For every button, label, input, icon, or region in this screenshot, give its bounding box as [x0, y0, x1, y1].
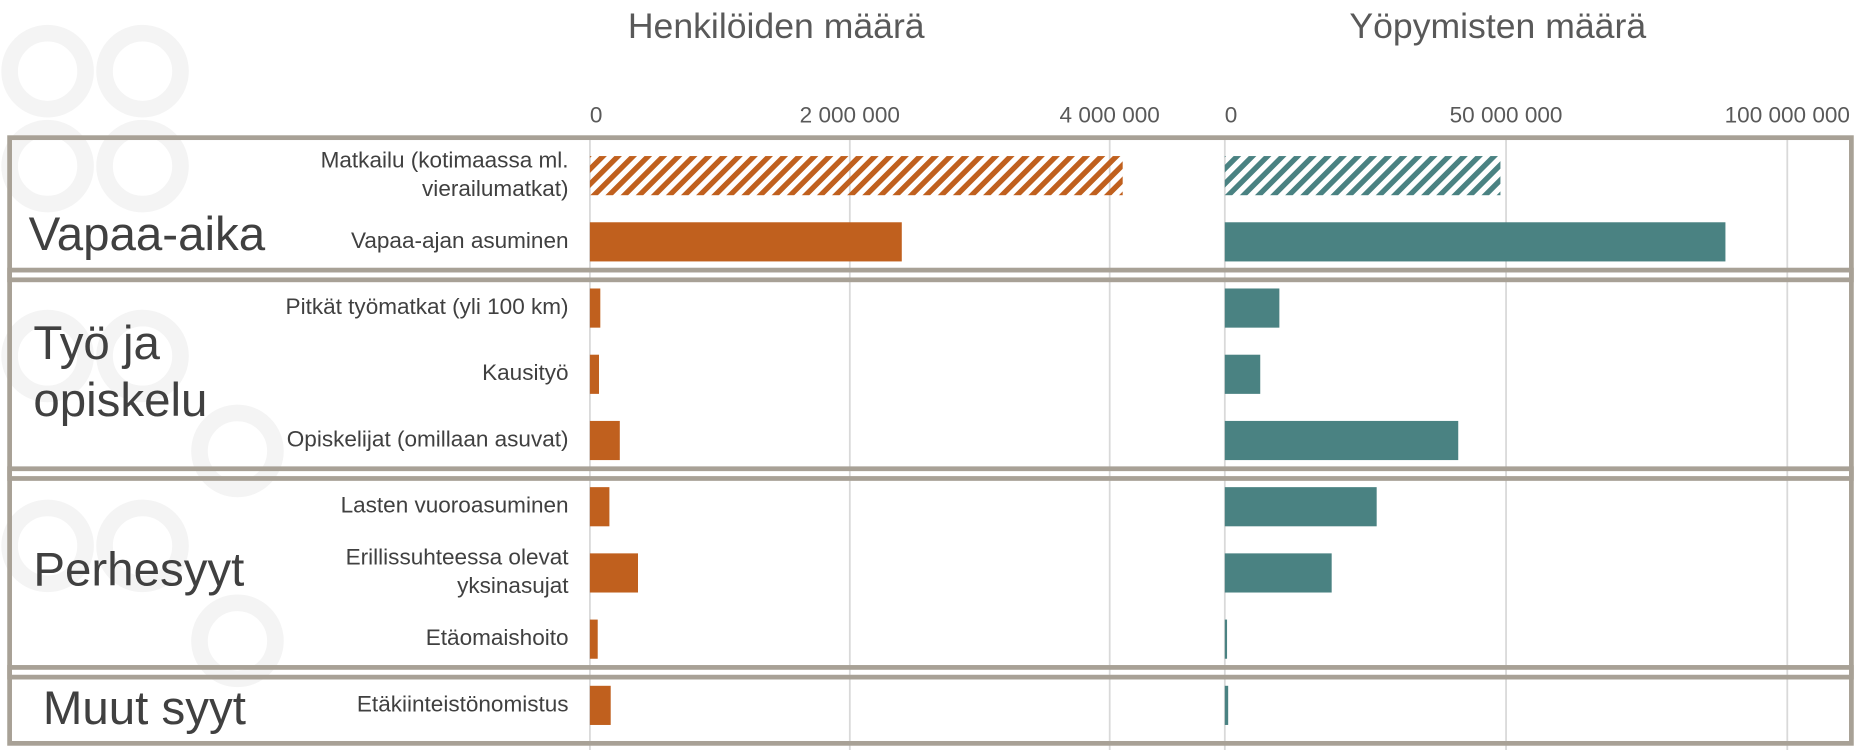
- y-tick-label: Kausityö: [482, 360, 568, 385]
- group-frame: [7, 665, 1854, 746]
- group-label: Muut syyt: [43, 682, 246, 735]
- bar: [589, 420, 620, 461]
- bar: [589, 354, 600, 394]
- bar: [1224, 553, 1332, 593]
- group-label: Vapaa-aika: [29, 208, 266, 261]
- y-tick-label: Etäkiinteistönomistus: [357, 691, 569, 716]
- y-tick-label: Etäomaishoito: [426, 625, 569, 650]
- bar: [589, 487, 610, 527]
- y-tick-label: Vapaa-ajan asuminen: [351, 228, 569, 253]
- group-frame: [7, 466, 1854, 680]
- y-tick-label: Lasten vuoroasuminen: [341, 493, 569, 518]
- x-tick-label: 2 000 000: [800, 102, 900, 127]
- group-frame: [7, 267, 1854, 481]
- bar: [1224, 487, 1377, 527]
- bar: [1224, 685, 1229, 725]
- bar: [1224, 288, 1280, 328]
- group-frame: [7, 135, 1854, 283]
- x-tick-label: 0: [1225, 102, 1238, 127]
- bar: [589, 288, 601, 328]
- y-tick-label: Matkailu (kotimaassa ml. vierailumatkat): [321, 147, 569, 200]
- bar: [589, 619, 598, 659]
- bar: [1224, 354, 1261, 394]
- y-tick-label: Erillissuhteessa olevat yksinasujat: [346, 545, 570, 598]
- x-tick-label: 4 000 000: [1060, 102, 1160, 127]
- group-label: Perhesyyt: [33, 543, 244, 596]
- x-tick-label: 100 000 000: [1725, 102, 1850, 127]
- x-tick-label: 0: [590, 102, 603, 127]
- group-label: Työ ja opiskelu: [33, 316, 207, 426]
- bar: [589, 553, 638, 593]
- bar: [1224, 156, 1501, 196]
- bar: [1224, 619, 1228, 659]
- y-tick-label: Opiskelijat (omillaan asuvat): [287, 426, 569, 451]
- chart-title: Henkilöiden määrä: [628, 6, 925, 46]
- bar: [589, 156, 1123, 196]
- bar: [589, 222, 902, 262]
- x-tick-label: 50 000 000: [1450, 102, 1563, 127]
- bar: [1224, 222, 1726, 262]
- bar: [589, 685, 611, 725]
- y-tick-label: Pitkät työmatkat (yli 100 km): [286, 294, 569, 319]
- bar: [1224, 420, 1459, 461]
- chart-title: Yöpymisten määrä: [1349, 6, 1646, 46]
